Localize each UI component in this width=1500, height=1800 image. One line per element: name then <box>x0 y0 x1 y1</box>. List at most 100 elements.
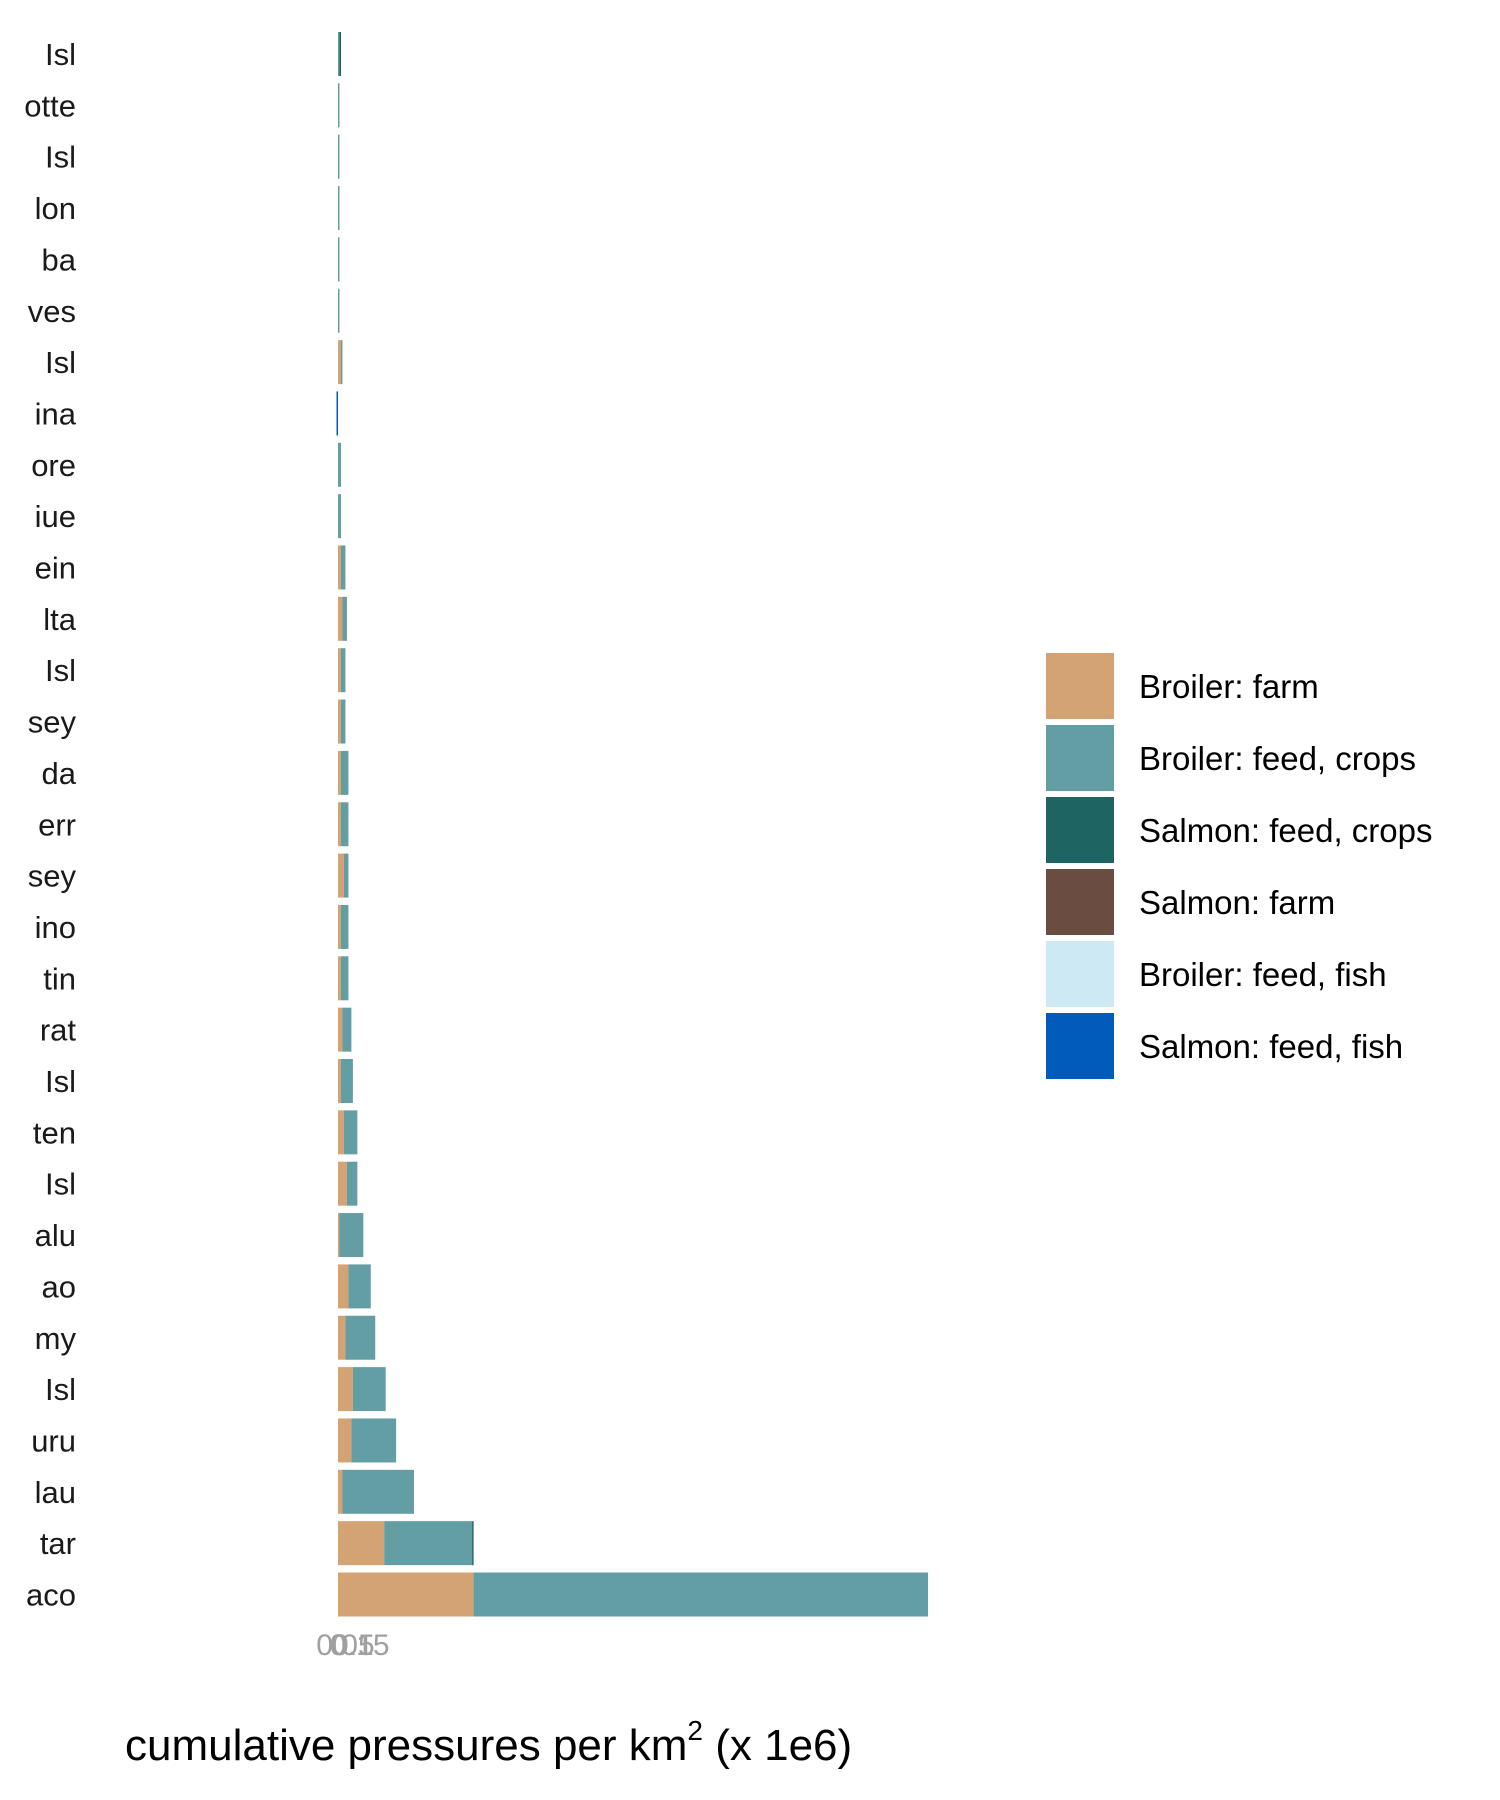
y-label-30: aco <box>26 1578 76 1613</box>
x-tick-2: 0.1 <box>332 1629 374 1662</box>
legend-swatch-4 <box>1044 939 1116 1009</box>
legend-label-4: Broiler: feed, fish <box>1139 956 1387 993</box>
bar-10-series-1 <box>340 545 346 590</box>
y-label-28: lau <box>35 1475 76 1510</box>
bar-18-series-1 <box>340 956 349 1001</box>
bar-10-series-0 <box>338 545 341 590</box>
y-label-1: otte <box>24 88 76 123</box>
y-label-29: tar <box>40 1526 76 1561</box>
legend-label-3: Salmon: farm <box>1139 884 1335 921</box>
y-label-19: rat <box>40 1013 77 1048</box>
bar-25-series-1 <box>345 1315 376 1360</box>
bar-21-series-0 <box>338 1110 344 1155</box>
bar-5-series-1 <box>338 288 340 333</box>
bar-27-series-1 <box>351 1418 397 1463</box>
bar-11-series-1 <box>342 596 347 641</box>
bar-28-series-0 <box>338 1469 343 1514</box>
bar-13-series-0 <box>338 699 341 744</box>
bar-12-series-1 <box>340 648 346 693</box>
y-label-2: Isl <box>45 140 76 175</box>
y-label-12: Isl <box>45 653 76 688</box>
bar-15-series-0 <box>338 802 341 847</box>
x-axis-title-sup: 2 <box>687 1715 703 1746</box>
y-label-6: Isl <box>45 345 76 380</box>
bar-12-series-0 <box>338 648 341 693</box>
legend-swatch-3 <box>1044 867 1116 937</box>
x-axis-ticks: 00.050.10.15 <box>316 1629 389 1662</box>
y-label-0: Isl <box>45 37 76 72</box>
bar-20-series-0 <box>338 1059 341 1103</box>
y-label-20: Isl <box>45 1064 76 1099</box>
x-axis-title-main: cumulative pressures per km <box>125 1721 687 1770</box>
bar-15-series-1 <box>340 802 349 847</box>
y-label-25: my <box>35 1321 77 1356</box>
bar-24-series-0 <box>338 1264 349 1309</box>
bar-14-series-0 <box>338 750 341 795</box>
bar-0-series-1 <box>338 32 340 76</box>
legend-swatch-2 <box>1044 795 1116 865</box>
bar-16-series-1 <box>343 853 349 898</box>
y-label-27: uru <box>31 1423 76 1458</box>
legend-swatch-0 <box>1044 651 1116 721</box>
bar-30-series-1 <box>473 1572 929 1617</box>
legend-label-5: Salmon: feed, fish <box>1139 1028 1403 1065</box>
bar-23-series-1 <box>339 1213 364 1258</box>
y-label-4: ba <box>42 242 77 277</box>
y-label-14: da <box>42 756 77 791</box>
legend-label-2: Salmon: feed, crops <box>1139 812 1433 849</box>
bar-21-series-1 <box>343 1110 358 1155</box>
bar-13-series-1 <box>340 699 346 744</box>
bar-19-series-0 <box>338 1007 343 1052</box>
bar-3-series-1 <box>338 186 340 231</box>
legend-swatch-5 <box>1044 1011 1116 1081</box>
bar-17-series-1 <box>340 904 349 949</box>
bar-1-series-1 <box>338 83 340 128</box>
legend: Broiler: farm Broiler: feed, crops Salmon:… <box>1044 651 1433 1081</box>
legend-label-1: Broiler: feed, crops <box>1139 740 1416 777</box>
y-label-21: ten <box>33 1115 76 1150</box>
x-tick-1: 0.05 <box>316 1629 374 1662</box>
bar-2-series-1 <box>338 134 340 179</box>
bar-30-series-0 <box>338 1572 474 1617</box>
bar-29-series-0 <box>338 1521 385 1566</box>
bar-26-series-1 <box>352 1367 386 1412</box>
bar-28-series-1 <box>342 1469 414 1514</box>
bar-6-series-1 <box>340 340 343 385</box>
y-label-26: Isl <box>45 1372 76 1407</box>
x-tick-3: 0.15 <box>331 1629 389 1662</box>
bars <box>336 32 929 1617</box>
y-label-11: lta <box>43 602 77 637</box>
y-label-5: ves <box>28 294 76 329</box>
bar-27-series-0 <box>338 1418 352 1463</box>
bar-14-series-1 <box>340 750 349 795</box>
y-label-18: tin <box>43 961 76 996</box>
bar-22-series-0 <box>338 1161 347 1206</box>
legend-swatch-1 <box>1044 723 1116 793</box>
x-axis-title-suffix: (x 1e6) <box>703 1721 852 1770</box>
y-label-16: sey <box>28 859 77 894</box>
x-tick-0: 0 <box>330 1629 347 1662</box>
y-label-24: ao <box>42 1269 76 1304</box>
y-label-22: Isl <box>45 1167 76 1202</box>
bar-8-series-1 <box>338 442 341 487</box>
bar-22-series-1 <box>346 1161 358 1206</box>
bar-11-series-0 <box>338 596 343 641</box>
bar-7-series-5 <box>336 391 339 436</box>
y-label-7: ina <box>35 396 77 431</box>
y-label-13: sey <box>28 705 77 740</box>
bar-25-series-0 <box>338 1315 346 1360</box>
bar-9-series-1 <box>338 494 341 539</box>
y-label-23: alu <box>35 1218 76 1253</box>
bar-17-series-0 <box>338 904 341 949</box>
bar-29-series-2 <box>472 1521 474 1566</box>
bar-16-series-0 <box>338 853 344 898</box>
bar-6-series-0 <box>338 340 341 385</box>
bar-0-series-2 <box>339 32 341 76</box>
y-label-3: lon <box>35 191 76 226</box>
bar-29-series-1 <box>384 1521 473 1566</box>
y-label-15: err <box>38 807 76 842</box>
bar-20-series-1 <box>340 1059 353 1103</box>
bar-24-series-1 <box>348 1264 371 1309</box>
bar-26-series-0 <box>338 1367 353 1412</box>
